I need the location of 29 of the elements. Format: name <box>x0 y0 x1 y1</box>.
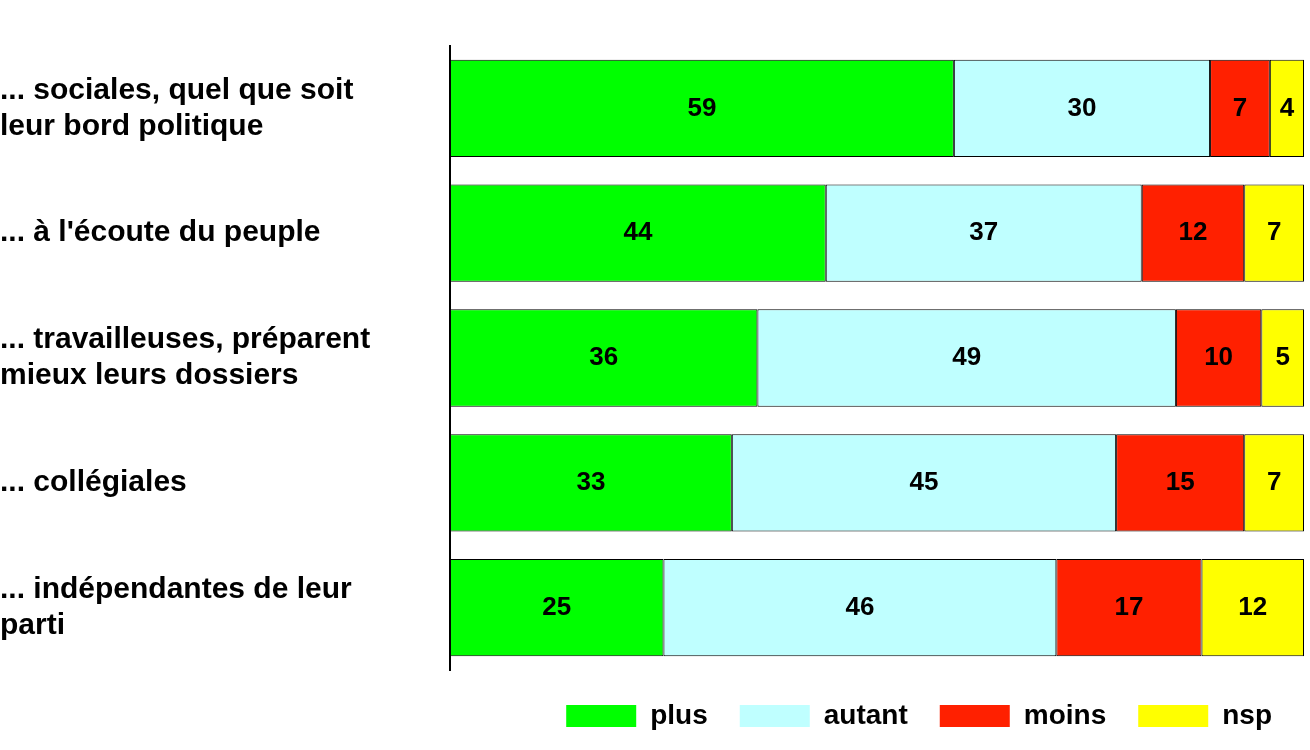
data-label: 30 <box>1067 91 1097 122</box>
legend-label: autant <box>823 698 908 730</box>
data-label: 44 <box>623 216 653 247</box>
data-label: 7 <box>1266 465 1282 496</box>
data-label: 7 <box>1266 216 1282 247</box>
y-tick-label: ... collégiales <box>0 464 187 498</box>
data-label: 37 <box>969 216 999 247</box>
data-label: 4 <box>1279 91 1295 122</box>
data-label: 7 <box>1232 91 1248 122</box>
y-tick-label: ... à l'écoute du peuple <box>0 214 321 248</box>
y-tick-label: ... travailleuses, préparent mieux leurs dossiers <box>0 321 371 391</box>
data-label: 17 <box>1114 590 1144 621</box>
y-tick-label: ... sociales, quel que soit leur bord politique <box>0 71 354 141</box>
data-label: 49 <box>952 341 982 372</box>
data-label: 46 <box>845 590 875 621</box>
data-label: 45 <box>909 465 939 496</box>
data-label: 12 <box>1238 590 1268 621</box>
legend-label: moins <box>1023 698 1107 730</box>
data-label: 33 <box>576 465 606 496</box>
legend-label: nsp <box>1222 698 1272 730</box>
data-label: 5 <box>1275 341 1290 372</box>
legend-label: plus <box>650 698 708 730</box>
y-tick-label: ... indépendantes de leur parti <box>0 570 353 640</box>
data-label: 15 <box>1165 465 1195 496</box>
data-label: 36 <box>589 341 619 372</box>
data-label: 25 <box>542 590 572 621</box>
data-label: 10 <box>1204 341 1234 372</box>
data-label: 12 <box>1178 216 1208 247</box>
data-label: 59 <box>687 91 717 122</box>
